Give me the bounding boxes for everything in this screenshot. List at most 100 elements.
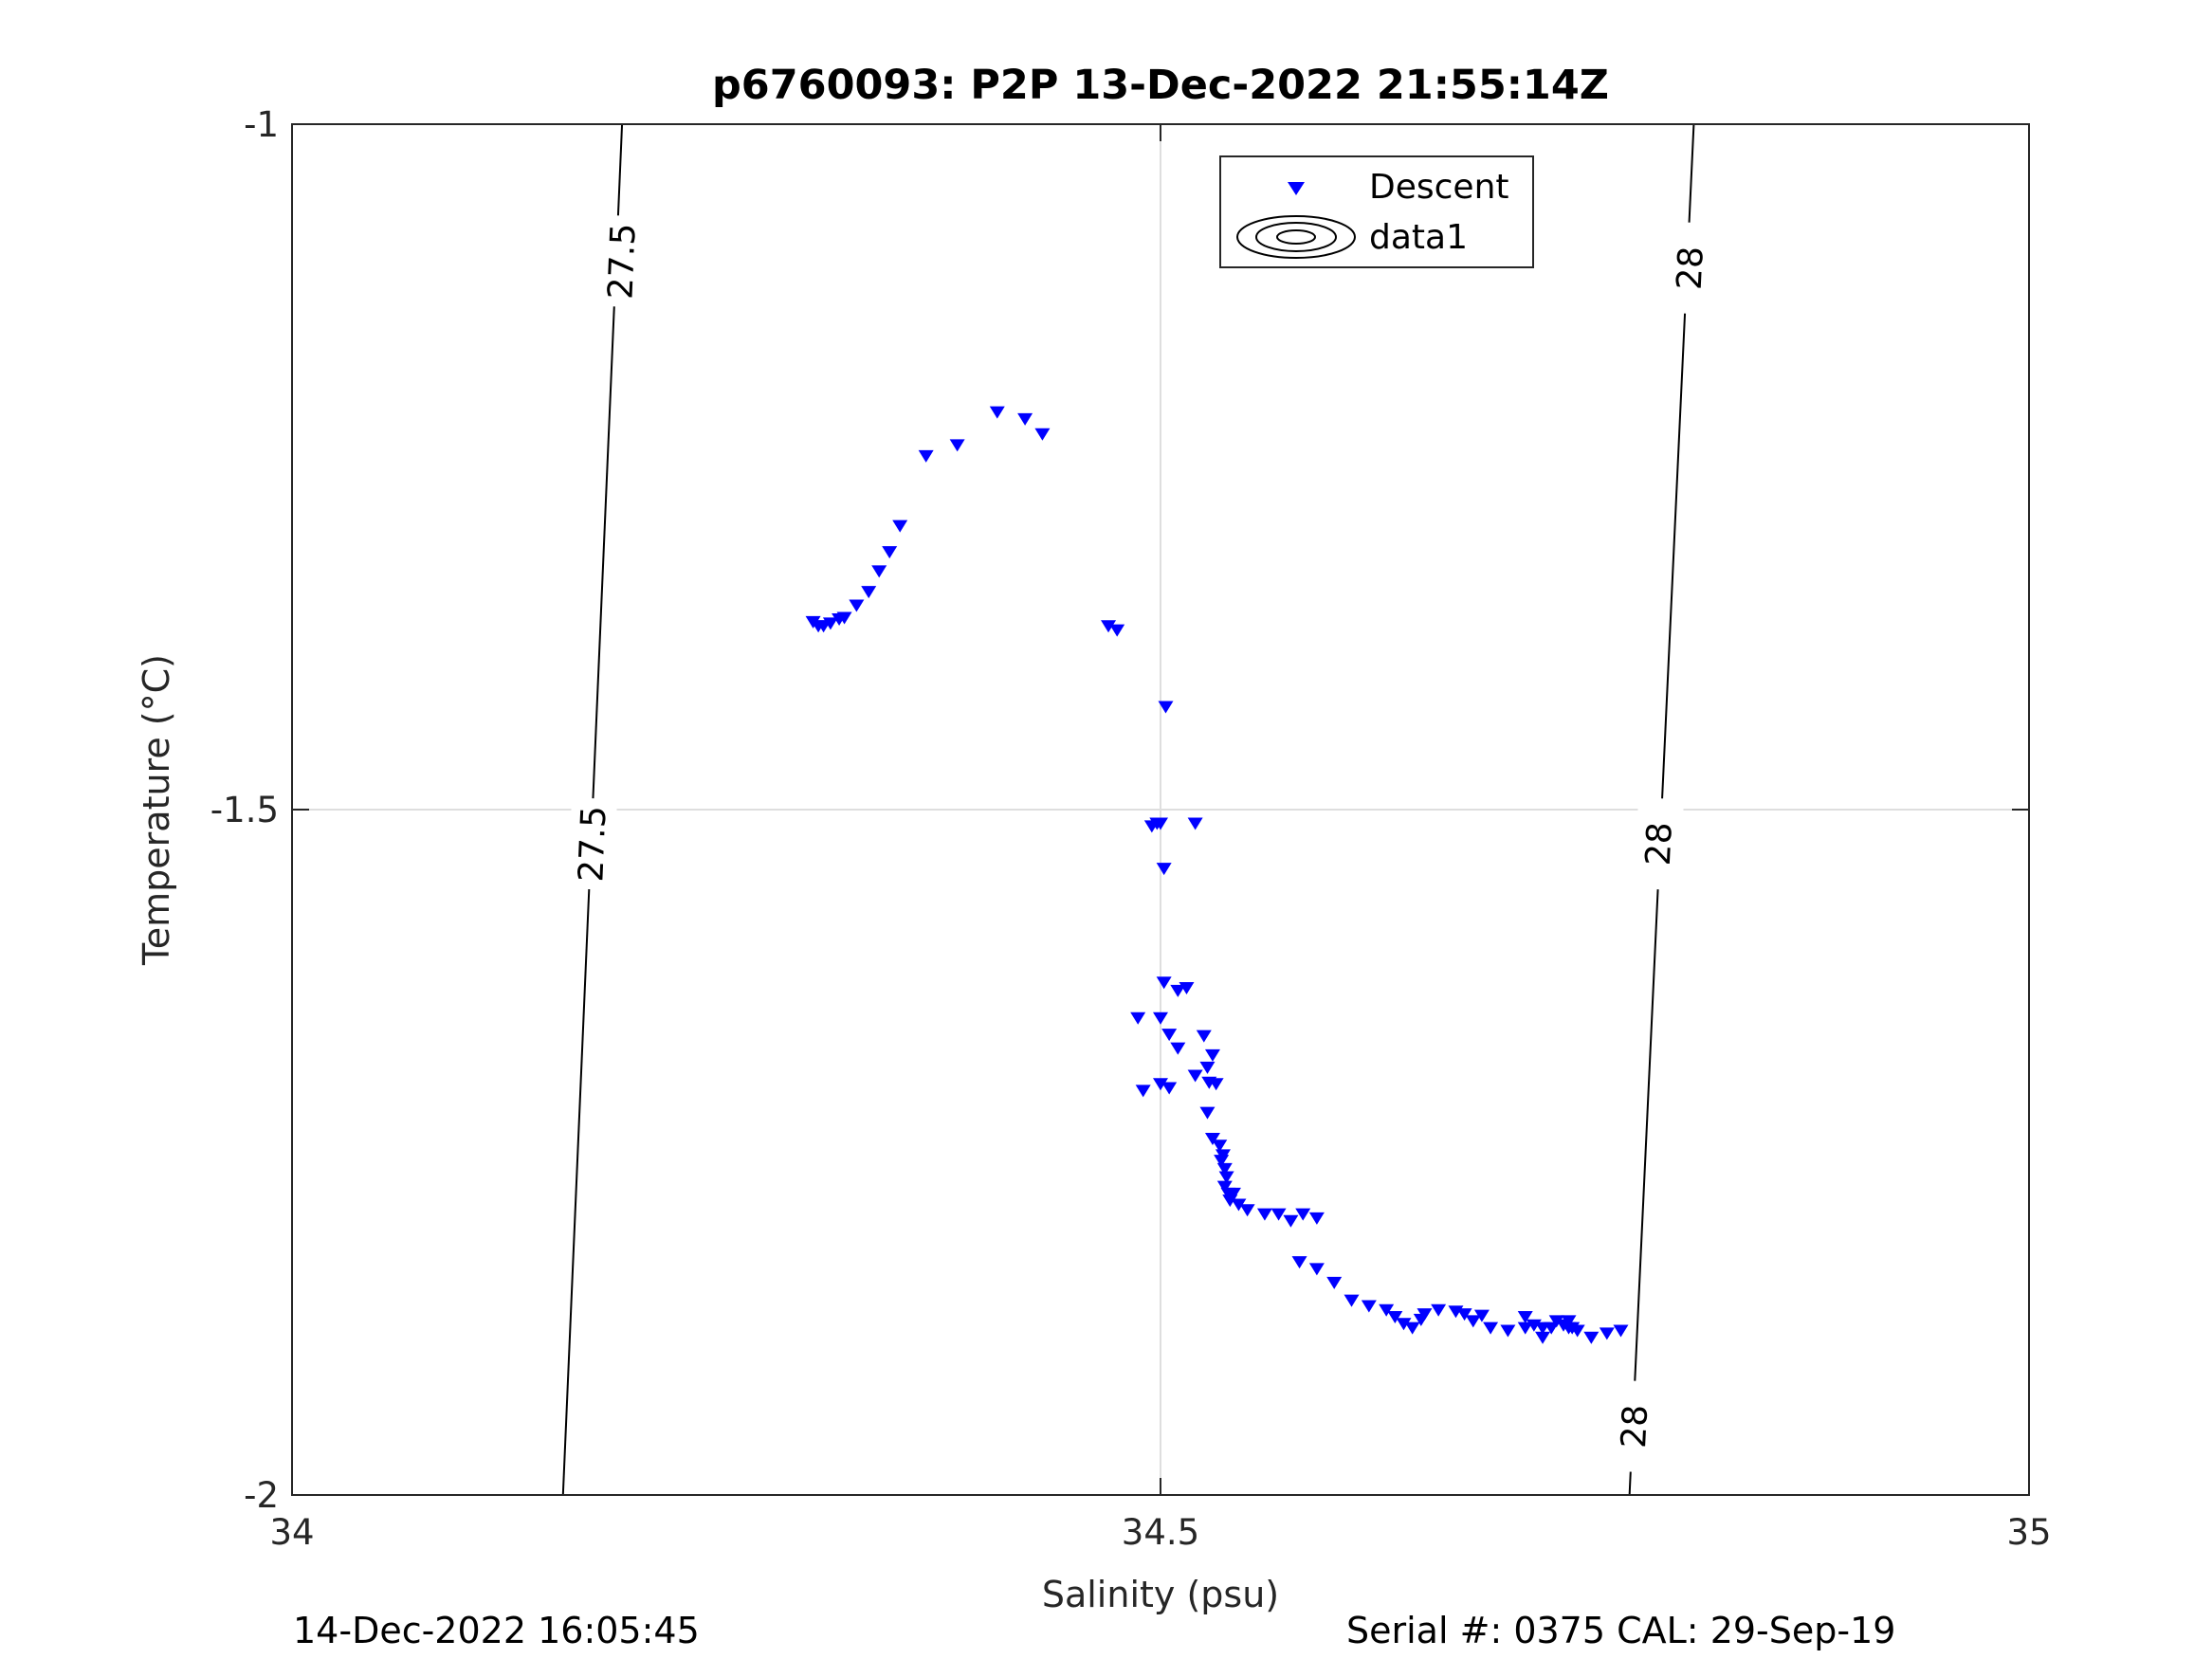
descent-point: [1291, 1256, 1307, 1269]
descent-point: [1564, 1322, 1581, 1335]
descent-point: [1135, 1085, 1151, 1098]
descent-point: [1109, 624, 1125, 637]
contour-label-27.5: 27.5: [572, 805, 613, 883]
descent-point: [836, 611, 852, 625]
contour-label-28: 28: [1615, 1404, 1655, 1449]
descent-point: [1344, 1294, 1360, 1307]
x-tick-label: 35: [2006, 1512, 2051, 1553]
descent-point: [1222, 1194, 1238, 1208]
descent-point: [1216, 1180, 1233, 1194]
descent-point: [1158, 701, 1174, 714]
descent-point: [1216, 1162, 1233, 1176]
descent-point: [989, 406, 1005, 419]
y-tick-label: -2: [244, 1475, 279, 1516]
footer-serial: Serial #: 0375 CAL: 29-Sep-19: [1346, 1610, 1896, 1651]
descent-point: [1583, 1331, 1600, 1344]
descent-point: [822, 617, 838, 630]
descent-point: [1283, 1214, 1299, 1228]
descent-point: [1225, 1187, 1241, 1200]
axis-ticks: 34 34.5 35 -2 -1.5 -1: [210, 104, 2052, 1553]
descent-point: [1017, 412, 1033, 426]
descent-point: [1295, 1208, 1311, 1221]
descent-point: [1187, 817, 1203, 830]
x-tick-label: 34.5: [1122, 1512, 1199, 1553]
contour-label-bg: [597, 214, 648, 308]
contour-label-bg: [1634, 797, 1685, 891]
contour-label-28: 28: [1639, 821, 1680, 866]
descent-point: [1143, 820, 1160, 833]
legend: Descent data1: [1219, 155, 1534, 268]
y-axis-label: Temperature (°C): [136, 654, 177, 966]
descent-point: [871, 565, 887, 578]
descent-point: [1218, 1171, 1234, 1184]
descent-point: [882, 546, 898, 559]
descent-point: [1256, 1208, 1272, 1221]
chart-title: p6760093: P2P 13-Dec-2022 21:55:14Z: [712, 62, 1609, 109]
descent-series: [805, 406, 1629, 1344]
descent-point: [1456, 1308, 1472, 1322]
descent-point: [1561, 1315, 1577, 1328]
descent-point: [1417, 1308, 1433, 1322]
descent-point: [1239, 1204, 1255, 1217]
footer-date: 14-Dec-2022 16:05:45: [293, 1610, 700, 1651]
descent-point: [1548, 1315, 1564, 1328]
descent-point: [1204, 1133, 1220, 1146]
x-axis-label: Salinity (psu): [1042, 1574, 1279, 1615]
contour-label-bg: [1665, 221, 1715, 315]
descent-point: [892, 520, 908, 533]
descent-point: [1196, 1030, 1212, 1043]
y-tick-label: -1: [244, 104, 279, 145]
descent-point: [1101, 620, 1117, 633]
descent-point: [1271, 1208, 1287, 1221]
descent-point: [1483, 1322, 1499, 1335]
descent-point: [1517, 1322, 1533, 1335]
descent-point: [1308, 1263, 1325, 1276]
descent-point: [1153, 1012, 1168, 1025]
legend-descent-label: Descent: [1369, 168, 1509, 207]
descent-point: [949, 439, 965, 452]
descent-point: [1500, 1324, 1516, 1338]
descent-point: [1170, 984, 1186, 997]
descent-point: [1170, 1042, 1186, 1055]
legend-contour-icon: [1236, 215, 1356, 259]
descent-point: [1613, 1324, 1629, 1338]
descent-point: [1187, 1069, 1203, 1083]
descent-point: [1156, 863, 1172, 876]
descent-point: [1214, 1155, 1230, 1168]
contour-labels: 27.5 27.5 28 28 28: [567, 214, 1715, 1473]
legend-data1-label: data1: [1369, 218, 1468, 257]
descent-point: [1130, 1012, 1146, 1025]
descent-point: [1179, 981, 1195, 994]
descent-point: [1473, 1309, 1490, 1322]
descent-point: [1212, 1139, 1228, 1153]
descent-point: [849, 599, 865, 612]
descent-point: [1599, 1327, 1615, 1340]
contour-label-27.5: 27.5: [601, 223, 643, 301]
descent-point: [1431, 1304, 1447, 1317]
descent-point: [1034, 428, 1051, 441]
contour-label-28: 28: [1671, 246, 1711, 291]
descent-point: [1156, 976, 1172, 990]
descent-point: [1161, 1029, 1178, 1042]
descent-point: [1465, 1315, 1481, 1328]
y-tick-label: -1.5: [210, 790, 279, 830]
descent-point: [1535, 1331, 1551, 1344]
legend-descent-marker: [1288, 182, 1305, 195]
descent-point: [861, 586, 877, 599]
descent-point: [1517, 1311, 1533, 1324]
descent-point: [1396, 1318, 1412, 1331]
descent-point: [1326, 1276, 1343, 1289]
descent-point: [1308, 1212, 1325, 1225]
x-tick-label: 34: [269, 1512, 314, 1553]
contour-label-bg: [1609, 1379, 1660, 1473]
descent-point: [1404, 1322, 1420, 1335]
descent-point: [1361, 1300, 1377, 1313]
descent-point: [1387, 1311, 1403, 1324]
descent-point: [1208, 1078, 1224, 1091]
descent-point: [1231, 1198, 1247, 1212]
descent-point: [1199, 1061, 1216, 1074]
descent-point: [918, 449, 934, 463]
descent-point: [1153, 1078, 1168, 1091]
descent-point: [1199, 1106, 1216, 1120]
